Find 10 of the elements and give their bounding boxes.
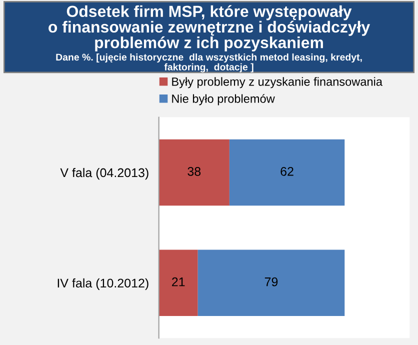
chart-subtitle: Dane %. [ujęcie historyczne dla wszystkich metod leasing, kredyt, faktoring, dotacje ] — [56, 53, 362, 72]
y-tick-label: IV fala (10.2012) — [58, 278, 148, 290]
data-label: 38 — [188, 167, 201, 176]
data-label: 79 — [264, 277, 278, 286]
chart-title: Odsetek firm MSP, które występowały o finansowanie zewnętrzne i doświadczyły problemów z ich pozyskaniem — [48, 5, 370, 52]
legend-label: Nie było problemów — [172, 94, 275, 106]
data-label: 62 — [280, 167, 294, 176]
data-label: 21 — [172, 277, 185, 286]
legend-label: Były problemy z uzyskanie finansowania — [172, 77, 382, 88]
y-tick-label: V fala (04.2013) — [60, 168, 148, 180]
